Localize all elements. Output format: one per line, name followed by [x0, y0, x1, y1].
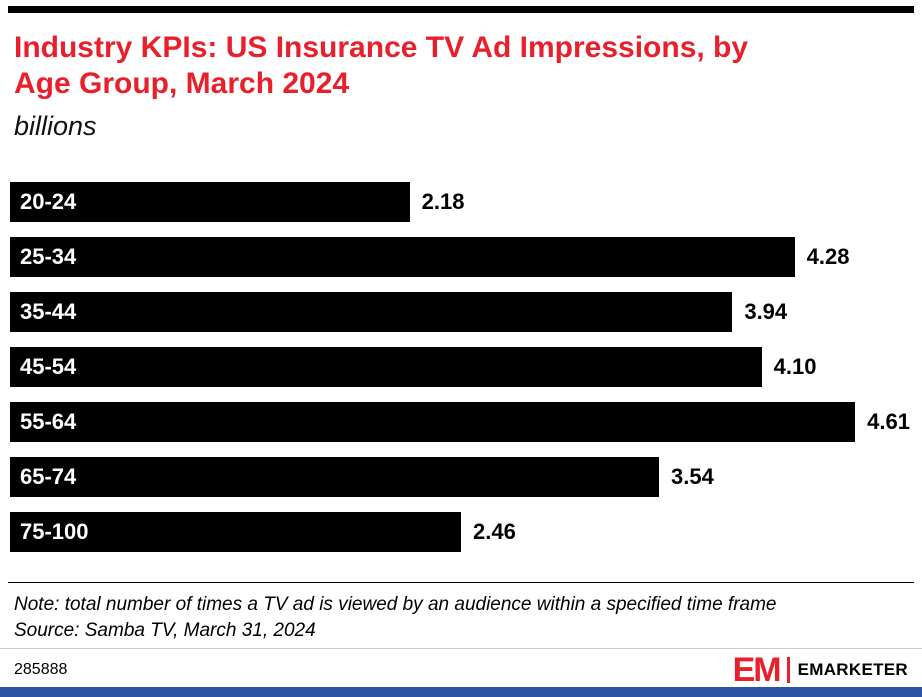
- bar-65-74: 65-74: [10, 457, 659, 497]
- bar-chart: 20-24 2.18 25-34 4.28 35-44 3.94 45-54 4.10 55-6…: [10, 182, 912, 552]
- bar-value-label: 4.28: [806, 244, 850, 269]
- bar-row: 55-64 4.61: [10, 402, 912, 442]
- bar-row: 25-34 4.28: [10, 237, 912, 277]
- chart-note: Note: total number of times a TV ad is v…: [14, 594, 777, 615]
- bar-category-label: 35-44: [20, 299, 77, 324]
- chart-title: Industry KPIs: US Insurance TV Ad Impres…: [14, 31, 749, 100]
- bar-20-24: 20-24: [10, 182, 410, 222]
- logo-divider: [786, 657, 790, 683]
- bar-value-label: 3.54: [671, 464, 714, 489]
- bar-category-label: 20-24: [20, 189, 77, 214]
- footer-divider: [0, 648, 922, 649]
- chart-source: Source: Samba TV, March 31, 2024: [14, 620, 316, 641]
- bar-category-label: 25-34: [20, 244, 77, 269]
- bar-row: 45-54 4.10: [10, 347, 912, 387]
- bar-value-label: 4.10: [773, 354, 817, 379]
- chart-id: 285888: [14, 661, 68, 678]
- bar-row: 75-100 2.46: [10, 512, 912, 552]
- bar-55-64: 55-64: [10, 402, 856, 442]
- bar-value-label: 2.18: [421, 189, 465, 214]
- bar-category-label: 75-100: [20, 519, 89, 544]
- bar-value-label: 3.94: [744, 299, 788, 324]
- bar-row: 35-44 3.94: [10, 292, 912, 332]
- chart-subtitle: billions: [14, 111, 97, 141]
- logo-wordmark: EMARKETER: [797, 660, 908, 679]
- bar-row: 65-74 3.54: [10, 457, 912, 497]
- top-accent-bar: [8, 6, 914, 13]
- em-logo-icon: EM: [732, 651, 782, 689]
- bar-category-label: 45-54: [20, 354, 77, 379]
- note-divider: [8, 582, 914, 583]
- bar-category-label: 55-64: [20, 409, 77, 434]
- emarketer-logo: EM EMARKETER: [732, 651, 908, 689]
- footer: 285888 EM EMARKETER: [14, 651, 908, 689]
- bottom-accent-bar: [0, 687, 922, 697]
- bar-value-label: 4.61: [867, 409, 910, 434]
- bar-35-44: 35-44: [10, 292, 733, 332]
- bar-25-34: 25-34: [10, 237, 795, 277]
- bar-category-label: 65-74: [20, 464, 77, 489]
- bar-45-54: 45-54: [10, 347, 762, 387]
- bar-row: 20-24 2.18: [10, 182, 912, 222]
- bar-75-100: 75-100: [10, 512, 461, 552]
- bar-value-label: 2.46: [473, 519, 516, 544]
